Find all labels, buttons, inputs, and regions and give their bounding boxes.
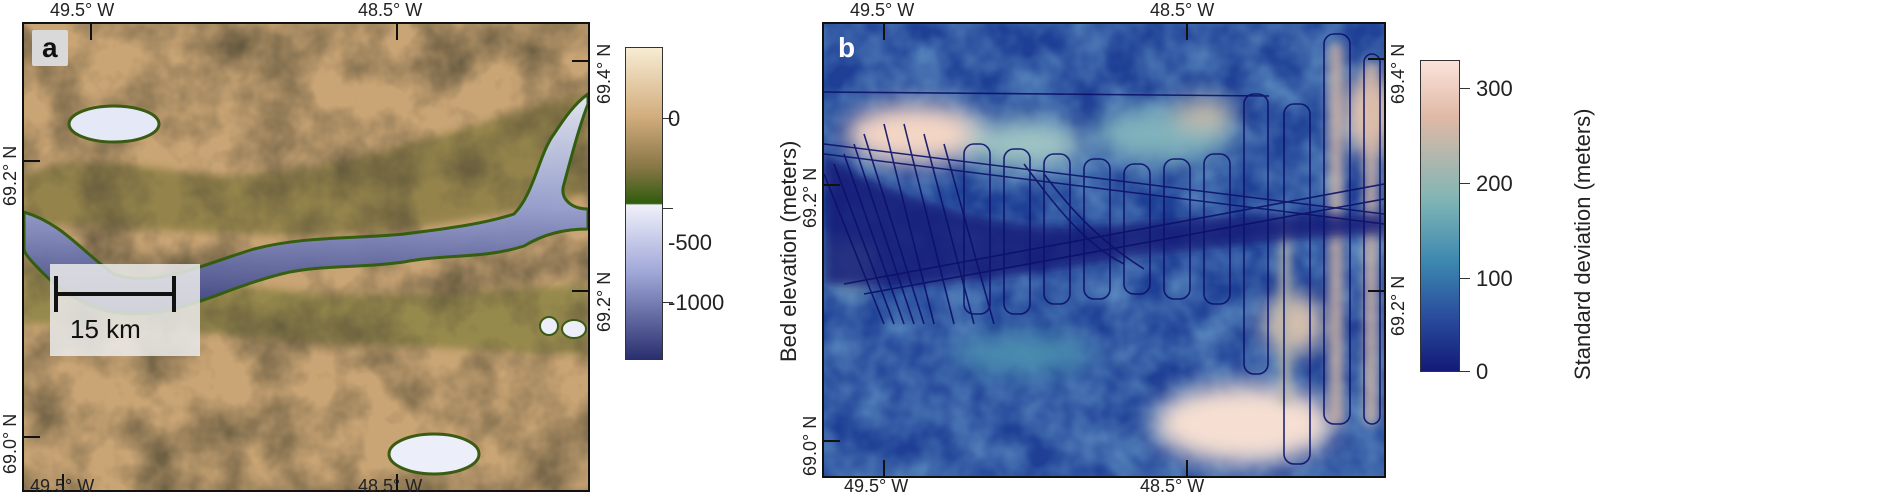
tick: [883, 460, 885, 478]
standard-deviation-field: [824, 24, 1384, 476]
top-lon-label: 49.5° W: [50, 0, 115, 20]
standard-deviation-colorbar: [1420, 60, 1460, 372]
panel-a-label: a: [32, 30, 68, 66]
tick: [572, 290, 590, 292]
tick: [22, 436, 40, 438]
colorbar-title: Bed elevation (meters): [776, 140, 801, 362]
colorbar-tick: [663, 118, 673, 119]
colorbar-title: Standard deviation (meters): [1570, 108, 1595, 380]
colorbar-tick: [1460, 88, 1470, 89]
left-lat-label: 69.0° N: [800, 415, 820, 476]
left-lat-label: 69.0° N: [0, 413, 20, 474]
tick: [90, 22, 92, 40]
scale-bar-left-end: [54, 276, 58, 312]
colorbar-tick: [1460, 278, 1470, 279]
colorbar-tick: [663, 208, 673, 209]
tick: [822, 440, 840, 442]
tick: [1186, 460, 1188, 478]
colorbar-tick-label: 0: [1476, 359, 1489, 384]
bottom-lon-label: 48.5° W: [1140, 476, 1205, 496]
tick: [62, 474, 64, 492]
tick: [1186, 22, 1188, 40]
scale-bar: 15 km: [50, 264, 200, 356]
colorbar-tick-label: 0: [668, 106, 681, 131]
elevation-colorbar: [625, 47, 663, 360]
top-lon-label: 48.5° W: [358, 0, 423, 20]
scale-bar-right-end: [172, 276, 176, 312]
tick: [396, 22, 398, 40]
right-lat-label: 69.4° N: [1388, 43, 1408, 104]
scale-bar-label: 15 km: [70, 314, 141, 344]
colorbar-tick-label: 100: [1476, 266, 1513, 291]
tick: [822, 184, 840, 186]
bottom-lon-label: 49.5° W: [844, 476, 909, 496]
panel-b-label: b: [838, 32, 856, 63]
top-lon-label: 49.5° W: [850, 0, 915, 20]
right-lat-label: 69.4° N: [594, 43, 614, 104]
tick: [1368, 290, 1386, 292]
tick: [22, 160, 40, 162]
colorbar-tick-label: 200: [1476, 171, 1513, 196]
top-lon-label: 48.5° W: [1150, 0, 1215, 20]
tick: [396, 474, 398, 492]
left-lat-label: 69.2° N: [800, 167, 820, 228]
bottom-lon-label: 48.5° W: [358, 476, 423, 496]
colorbar-tick-label: -1000: [668, 290, 725, 315]
colorbar-tick-label: 300: [1476, 76, 1513, 101]
colorbar-tick: [1460, 183, 1470, 184]
bed-elevation-terrain: [24, 24, 588, 490]
colorbar-tick: [663, 302, 673, 303]
right-lat-label: 69.2° N: [594, 271, 614, 332]
bottom-lon-label: 49.5° W: [30, 476, 95, 496]
bed-elevation-map: a 15 km: [22, 22, 590, 492]
standard-deviation-map: b: [822, 22, 1386, 478]
tick: [1368, 58, 1386, 60]
tick: [572, 60, 590, 62]
tick: [883, 22, 885, 40]
left-lat-label: 69.2° N: [0, 145, 20, 206]
right-lat-label: 69.2° N: [1388, 275, 1408, 336]
colorbar-tick: [1460, 371, 1470, 372]
scale-bar-line: [56, 292, 174, 296]
colorbar-tick-label: -500: [668, 230, 713, 255]
